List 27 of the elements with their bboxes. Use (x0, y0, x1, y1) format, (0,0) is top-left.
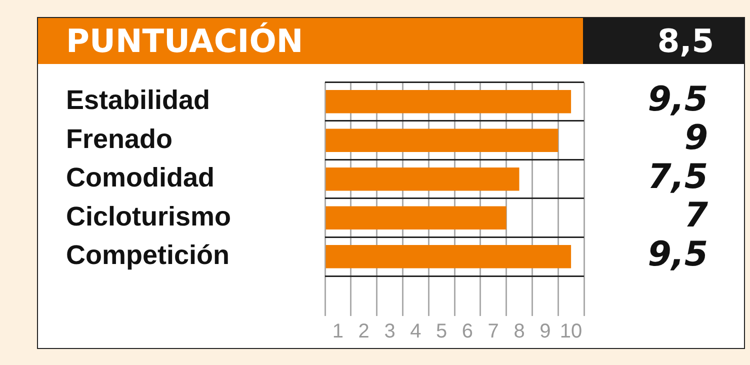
y-tick-label: Estabilidad (66, 85, 210, 116)
chart-title: PUNTUACIÓN (66, 22, 304, 60)
x-tick-label: 8 (514, 320, 525, 343)
x-tick-label: 2 (358, 320, 370, 343)
y-tick-label: Frenado (66, 124, 173, 154)
x-tick-label: 7 (488, 320, 499, 343)
bar (326, 167, 520, 191)
y-tick-label: Competición (66, 240, 230, 270)
data-label: 7,5 (648, 156, 708, 197)
y-tick-label: Comodidad (66, 162, 214, 193)
text: 8,5 (583, 18, 744, 64)
x-tick-label: 5 (436, 320, 448, 343)
x-tick-label: 1 (332, 320, 344, 343)
x-tick-label: 4 (410, 320, 422, 343)
bar (326, 128, 558, 152)
data-label: 9,5 (648, 79, 708, 120)
bar (326, 206, 506, 230)
y-tick-label: Cicloturismo (66, 201, 232, 232)
x-tick-label: 6 (462, 320, 474, 343)
x-tick-label: 10 (560, 320, 582, 343)
data-label: 7 (684, 196, 708, 236)
bar (326, 90, 572, 114)
bar (326, 244, 572, 268)
x-tick-label: 9 (540, 320, 551, 343)
x-tick-label: 3 (384, 320, 396, 343)
data-label: 9 (684, 118, 708, 158)
data-label: 9,5 (648, 234, 708, 274)
